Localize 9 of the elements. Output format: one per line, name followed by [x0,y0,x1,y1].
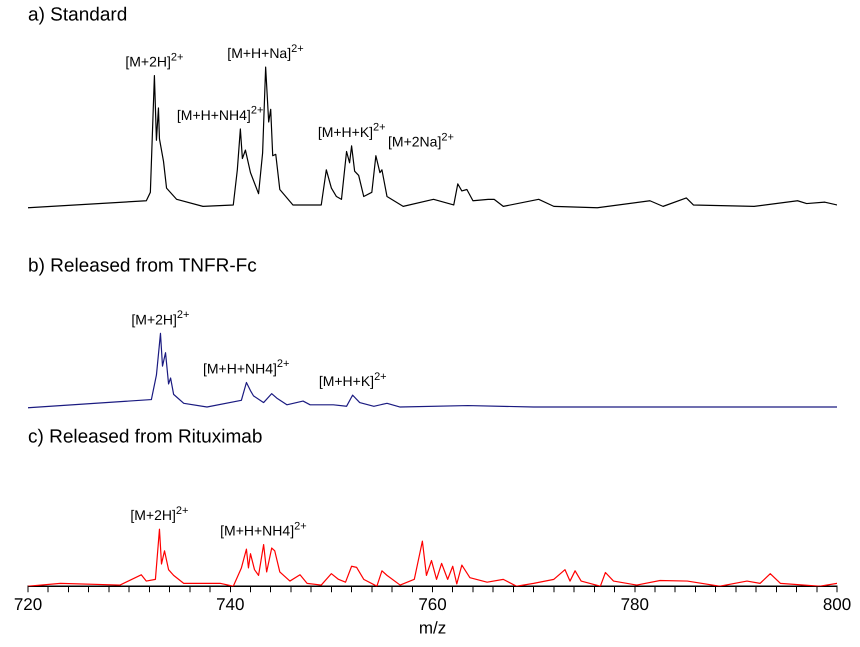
x-tick-label: 740 [216,595,244,614]
x-tick-label: 780 [620,595,649,614]
x-axis-title: m/z [418,618,446,638]
x-tick-label: 760 [418,595,447,614]
chart-title: c) Released from Rituximab [28,426,262,448]
chart-title: b) Released from TNFR-Fc [28,256,257,277]
chart-title: a) Standard [28,4,128,26]
x-tick-label: 720 [14,595,42,614]
x-tick-label: 800 [822,595,852,614]
